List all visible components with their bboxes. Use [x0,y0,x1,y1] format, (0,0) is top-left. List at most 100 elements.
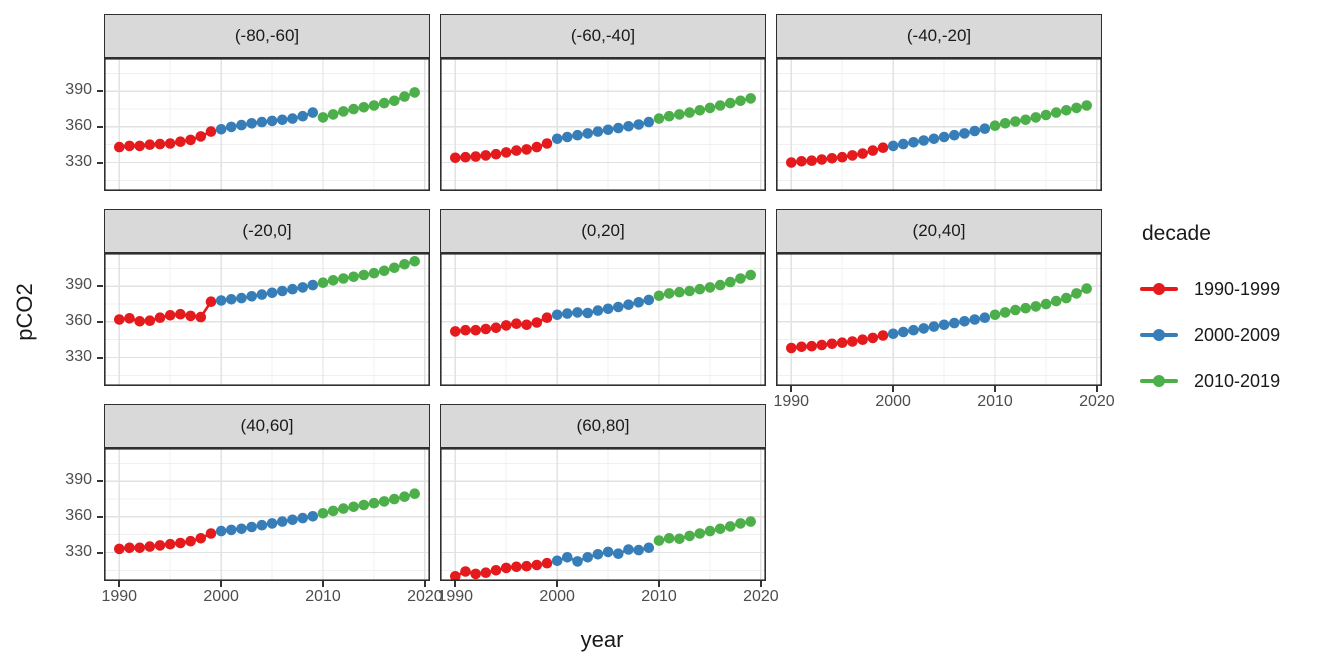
y-tick-mark [97,551,103,554]
x-tick-mark [556,581,559,587]
x-tick-label: 1990 [101,588,138,605]
y-tick-label: 390 [65,81,92,99]
facet-strip: (40,60] [104,404,430,448]
decade-series-1990-1999 [450,312,553,337]
legend-entry-label: 2000-2009 [1194,324,1281,345]
x-tick-label: 2020 [743,588,779,605]
y-tick-mark [97,480,103,483]
x-tick-label: 2010 [305,588,341,605]
decade-series-2000-2009 [215,511,319,537]
y-tick-mark [97,161,103,164]
decade-series-2000-2009 [215,107,319,135]
facet-panel [104,448,430,581]
x-tick-label: 2000 [539,588,575,605]
facet-strip: (-80,-60] [104,14,430,58]
x-tick-mark [118,581,121,587]
decade-series-2010-2019 [989,100,1092,131]
decade-series-2010-2019 [317,87,421,123]
decade-series-2010-2019 [653,269,756,302]
decade-series-1990-1999 [114,528,217,555]
legend-key-glyph [1140,324,1178,346]
x-tick-label: 2000 [203,588,239,605]
x-tick-mark [658,581,661,587]
decade-series-2000-2009 [887,123,991,152]
facet-strip: (-40,-20] [776,14,1102,58]
x-tick-label: 2000 [875,393,911,410]
y-tick-label: 360 [65,116,92,134]
facet-panel [776,253,1102,386]
legend-key-glyph [1140,370,1178,392]
facet-strip-label: (-80,-60] [234,26,300,45]
x-axis-title: year [580,627,624,652]
decade-series-2000-2009 [887,312,991,340]
decade-series-1990-1999 [450,138,553,164]
x-tick-label: 1990 [437,588,474,605]
x-tick-mark [759,581,762,587]
decade-series-2000-2009 [551,542,655,567]
x-tick-label: 2010 [641,588,677,605]
decade-series-1990-1999 [114,296,217,327]
facet-strip-label: (20,40] [912,221,966,240]
facet-panel [440,58,766,191]
y-axis-title: pCO2 [12,283,37,341]
facet-strip: (-20,0] [104,209,430,253]
facet-panel [440,448,766,581]
y-tick-mark [97,356,103,359]
facet-panel [104,58,430,191]
facet-panel [440,253,766,386]
decade-series-2000-2009 [215,279,319,306]
y-tick-label: 330 [65,347,92,365]
facet-panel [776,58,1102,191]
decade-series-2010-2019 [989,283,1092,321]
decade-series-1990-1999 [114,126,217,153]
facet-strip: (60,80] [440,404,766,448]
facet-strip-label: (-40,-20] [906,26,972,45]
decade-series-1990-1999 [786,142,889,168]
x-tick-label: 2020 [1079,393,1115,410]
legend-title: decade [1142,222,1211,245]
facet-strip: (20,40] [776,209,1102,253]
x-tick-mark [1095,386,1098,392]
decade-series-2010-2019 [317,256,421,288]
x-tick-label: 2020 [407,588,443,605]
x-tick-label: 1990 [773,393,810,410]
facet-strip-label: (-60,-40] [570,26,636,45]
decade-series-2010-2019 [317,488,421,519]
facet-strip-label: (-20,0] [242,221,292,240]
legend-key-point [1153,283,1165,295]
legend-key-point [1153,329,1165,341]
legend-entry: 2000-2009 [1140,324,1280,346]
y-tick-mark [97,285,103,288]
facet-strip-label: (60,80] [576,416,630,435]
legend-entry: 2010-2019 [1140,370,1280,392]
y-tick-mark [97,90,103,93]
y-tick-label: 360 [65,311,92,329]
facet-strip-label: (0,20] [581,221,625,240]
x-tick-mark [454,581,457,587]
decade-series-2010-2019 [653,516,756,546]
y-tick-mark [97,320,103,323]
decade-series-1990-1999 [450,557,553,581]
x-tick-mark [322,581,325,587]
decade-series-2010-2019 [653,93,756,124]
y-tick-label: 390 [65,276,92,294]
legend-entry-label: 2010-2019 [1194,370,1281,391]
y-tick-label: 330 [65,152,92,170]
y-tick-mark [97,515,103,518]
legend-entries: 1990-1999 2000-2009 2010-2019 [1140,278,1280,392]
decade-series-1990-1999 [786,330,889,354]
decade-series-2000-2009 [551,116,655,145]
facet-strip: (-60,-40] [440,14,766,58]
x-tick-label: 2010 [977,393,1013,410]
legend-key-point [1153,375,1165,387]
x-tick-mark [220,581,223,587]
x-tick-mark [892,386,895,392]
y-tick-label: 330 [65,542,92,560]
facet-panel [104,253,430,386]
facet-strip-label: (40,60] [240,416,294,435]
x-tick-mark [790,386,793,392]
y-tick-label: 390 [65,471,92,489]
y-tick-label: 360 [65,506,92,524]
decade-series-2000-2009 [551,294,655,321]
